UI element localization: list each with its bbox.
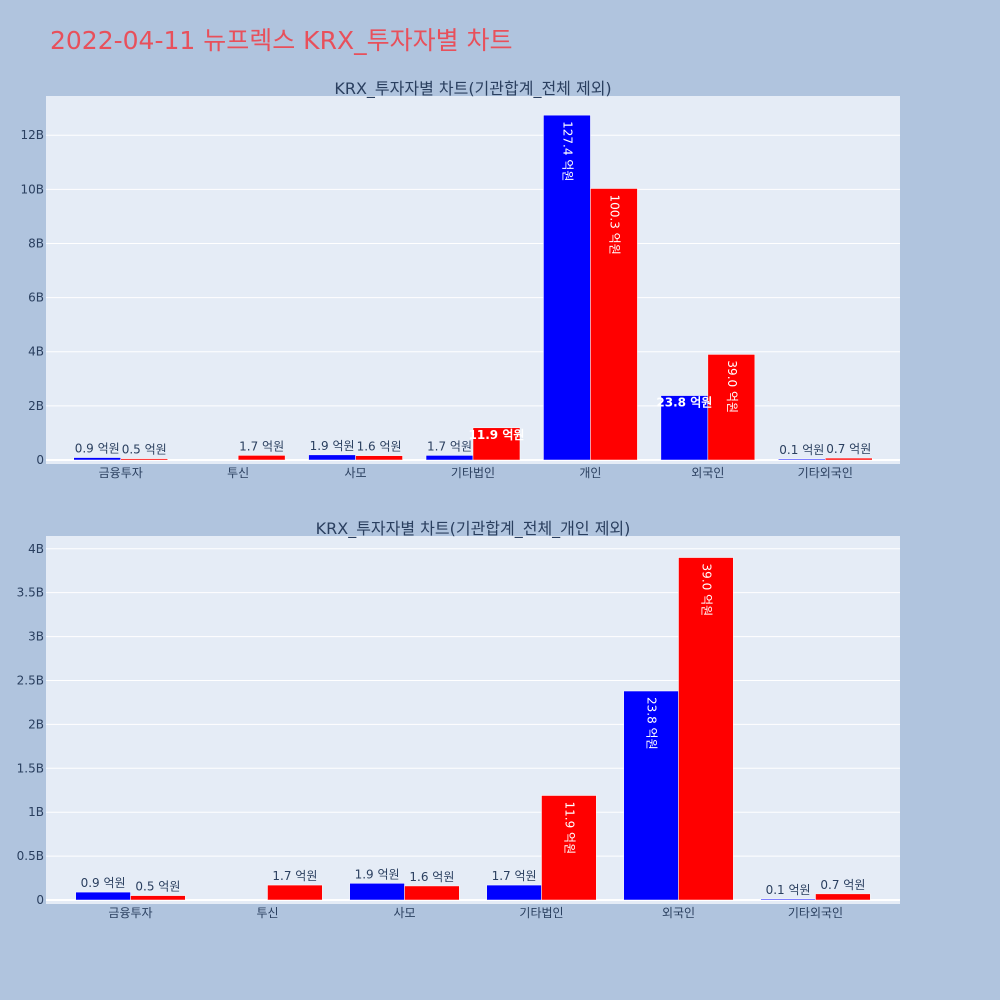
y-tick-label: 3.5B bbox=[17, 586, 44, 600]
bar-series-1 bbox=[815, 893, 871, 901]
bar-series-1 bbox=[825, 457, 873, 461]
x-tick-label: 기타외국인 bbox=[788, 906, 843, 920]
bar-series-0 bbox=[778, 458, 826, 461]
data-label: 1.9 억원 bbox=[310, 439, 355, 453]
y-tick-label: 10B bbox=[20, 182, 44, 196]
bar-series-1 bbox=[541, 795, 597, 901]
data-label: 0.5 억원 bbox=[135, 880, 180, 894]
plot-background bbox=[46, 536, 900, 904]
bar-series-1 bbox=[267, 884, 323, 901]
data-label: 100.3 억원 bbox=[607, 195, 621, 255]
y-tick-label: 4B bbox=[28, 542, 44, 556]
y-tick-label: 2B bbox=[28, 717, 44, 731]
bar-series-1 bbox=[678, 557, 734, 901]
bar-series-0 bbox=[660, 395, 709, 461]
x-tick-label: 외국인 bbox=[691, 466, 724, 480]
bar-series-0 bbox=[73, 457, 121, 461]
data-label: 11.9 억원 bbox=[469, 428, 525, 442]
data-label: 1.7 억원 bbox=[272, 869, 317, 883]
bar-series-0 bbox=[543, 114, 591, 461]
y-tick-label: 0 bbox=[36, 893, 44, 907]
bar-series-0 bbox=[486, 884, 542, 901]
data-label: 23.8 억원 bbox=[656, 396, 712, 410]
data-label: 1.9 억원 bbox=[355, 867, 400, 881]
data-label: 1.6 억원 bbox=[357, 440, 402, 454]
bar-series-1 bbox=[130, 895, 186, 901]
data-label: 1.7 억원 bbox=[239, 439, 284, 453]
x-tick-label: 금융투자 bbox=[108, 906, 152, 920]
x-tick-label: 투신 bbox=[227, 466, 249, 480]
bar-series-1 bbox=[355, 455, 403, 461]
x-tick-label: 외국인 bbox=[662, 906, 695, 920]
x-tick-label: 기타법인 bbox=[451, 466, 495, 480]
data-label: 127.4 억원 bbox=[560, 121, 574, 181]
bar-series-0 bbox=[75, 891, 131, 901]
chart-title: KRX_투자자별 차트(기관합계_전체_개인 제외) bbox=[316, 519, 631, 539]
data-label: 0.9 억원 bbox=[81, 876, 126, 890]
x-tick-label: 금융투자 bbox=[99, 466, 143, 480]
page-title: 2022-04-11 뉴프렉스 KRX_투자자별 차트 bbox=[50, 26, 513, 55]
y-tick-label: 4B bbox=[28, 345, 44, 359]
bar-series-1 bbox=[237, 455, 286, 461]
data-label: 0.9 억원 bbox=[75, 442, 120, 456]
bar-series-1 bbox=[707, 354, 756, 461]
data-label: 11.9 억원 bbox=[562, 802, 576, 855]
data-label: 39.0 억원 bbox=[699, 564, 713, 617]
x-tick-label: 투신 bbox=[256, 906, 278, 920]
bar-series-1 bbox=[472, 427, 521, 461]
y-tick-label: 0.5B bbox=[17, 849, 44, 863]
data-label: 1.7 억원 bbox=[492, 869, 537, 883]
x-tick-label: 기타외국인 bbox=[798, 466, 853, 480]
investor-chart-excl-individual: 0 0.5B 1B 1.5B 2B 2.5B 3B 3.5B 4B 금융투자 투신 사모 기타법인 외국… bbox=[17, 519, 900, 920]
plot-background bbox=[46, 96, 900, 464]
y-tick-label: 12B bbox=[20, 128, 44, 142]
bar-series-1 bbox=[590, 188, 638, 461]
x-tick-label: 사모 bbox=[393, 906, 415, 920]
data-label: 0.7 억원 bbox=[826, 442, 871, 456]
y-tick-label: 8B bbox=[28, 236, 44, 250]
chart-title: KRX_투자자별 차트(기관합계_전체 제외) bbox=[334, 79, 611, 99]
data-label: 39.0 억원 bbox=[725, 360, 739, 413]
x-tick-label: 개인 bbox=[579, 466, 601, 480]
bar-series-1 bbox=[120, 458, 168, 461]
y-tick-label: 1B bbox=[28, 805, 44, 819]
data-label: 1.6 억원 bbox=[409, 870, 454, 884]
data-label: 0.1 억원 bbox=[779, 443, 824, 457]
bar-series-0 bbox=[308, 454, 356, 461]
bar-series-0 bbox=[425, 455, 474, 461]
x-tick-label: 기타법인 bbox=[519, 906, 563, 920]
data-label: 0.5 억원 bbox=[122, 443, 167, 457]
y-tick-label: 2.5B bbox=[17, 673, 44, 687]
data-label: 0.7 억원 bbox=[820, 878, 865, 892]
y-tick-label: 6B bbox=[28, 291, 44, 305]
investor-chart-all: 0 2B 4B 6B 8B 10B 12B 금융투자 투신 사모 기타법인 개인 외국인 기타외국인 0… bbox=[20, 79, 900, 480]
y-tick-label: 1.5B bbox=[17, 761, 44, 775]
bar-series-0 bbox=[760, 898, 816, 901]
data-label: 23.8 억원 bbox=[645, 697, 659, 750]
data-label: 1.7 억원 bbox=[427, 439, 472, 453]
bar-series-0 bbox=[623, 690, 679, 901]
y-tick-label: 3B bbox=[28, 630, 44, 644]
y-tick-label: 2B bbox=[28, 399, 44, 413]
bar-series-1 bbox=[404, 885, 460, 901]
data-label: 0.1 억원 bbox=[766, 883, 811, 897]
x-tick-label: 사모 bbox=[345, 466, 367, 480]
y-tick-label: 0 bbox=[36, 453, 44, 467]
bar-series-0 bbox=[349, 883, 405, 901]
